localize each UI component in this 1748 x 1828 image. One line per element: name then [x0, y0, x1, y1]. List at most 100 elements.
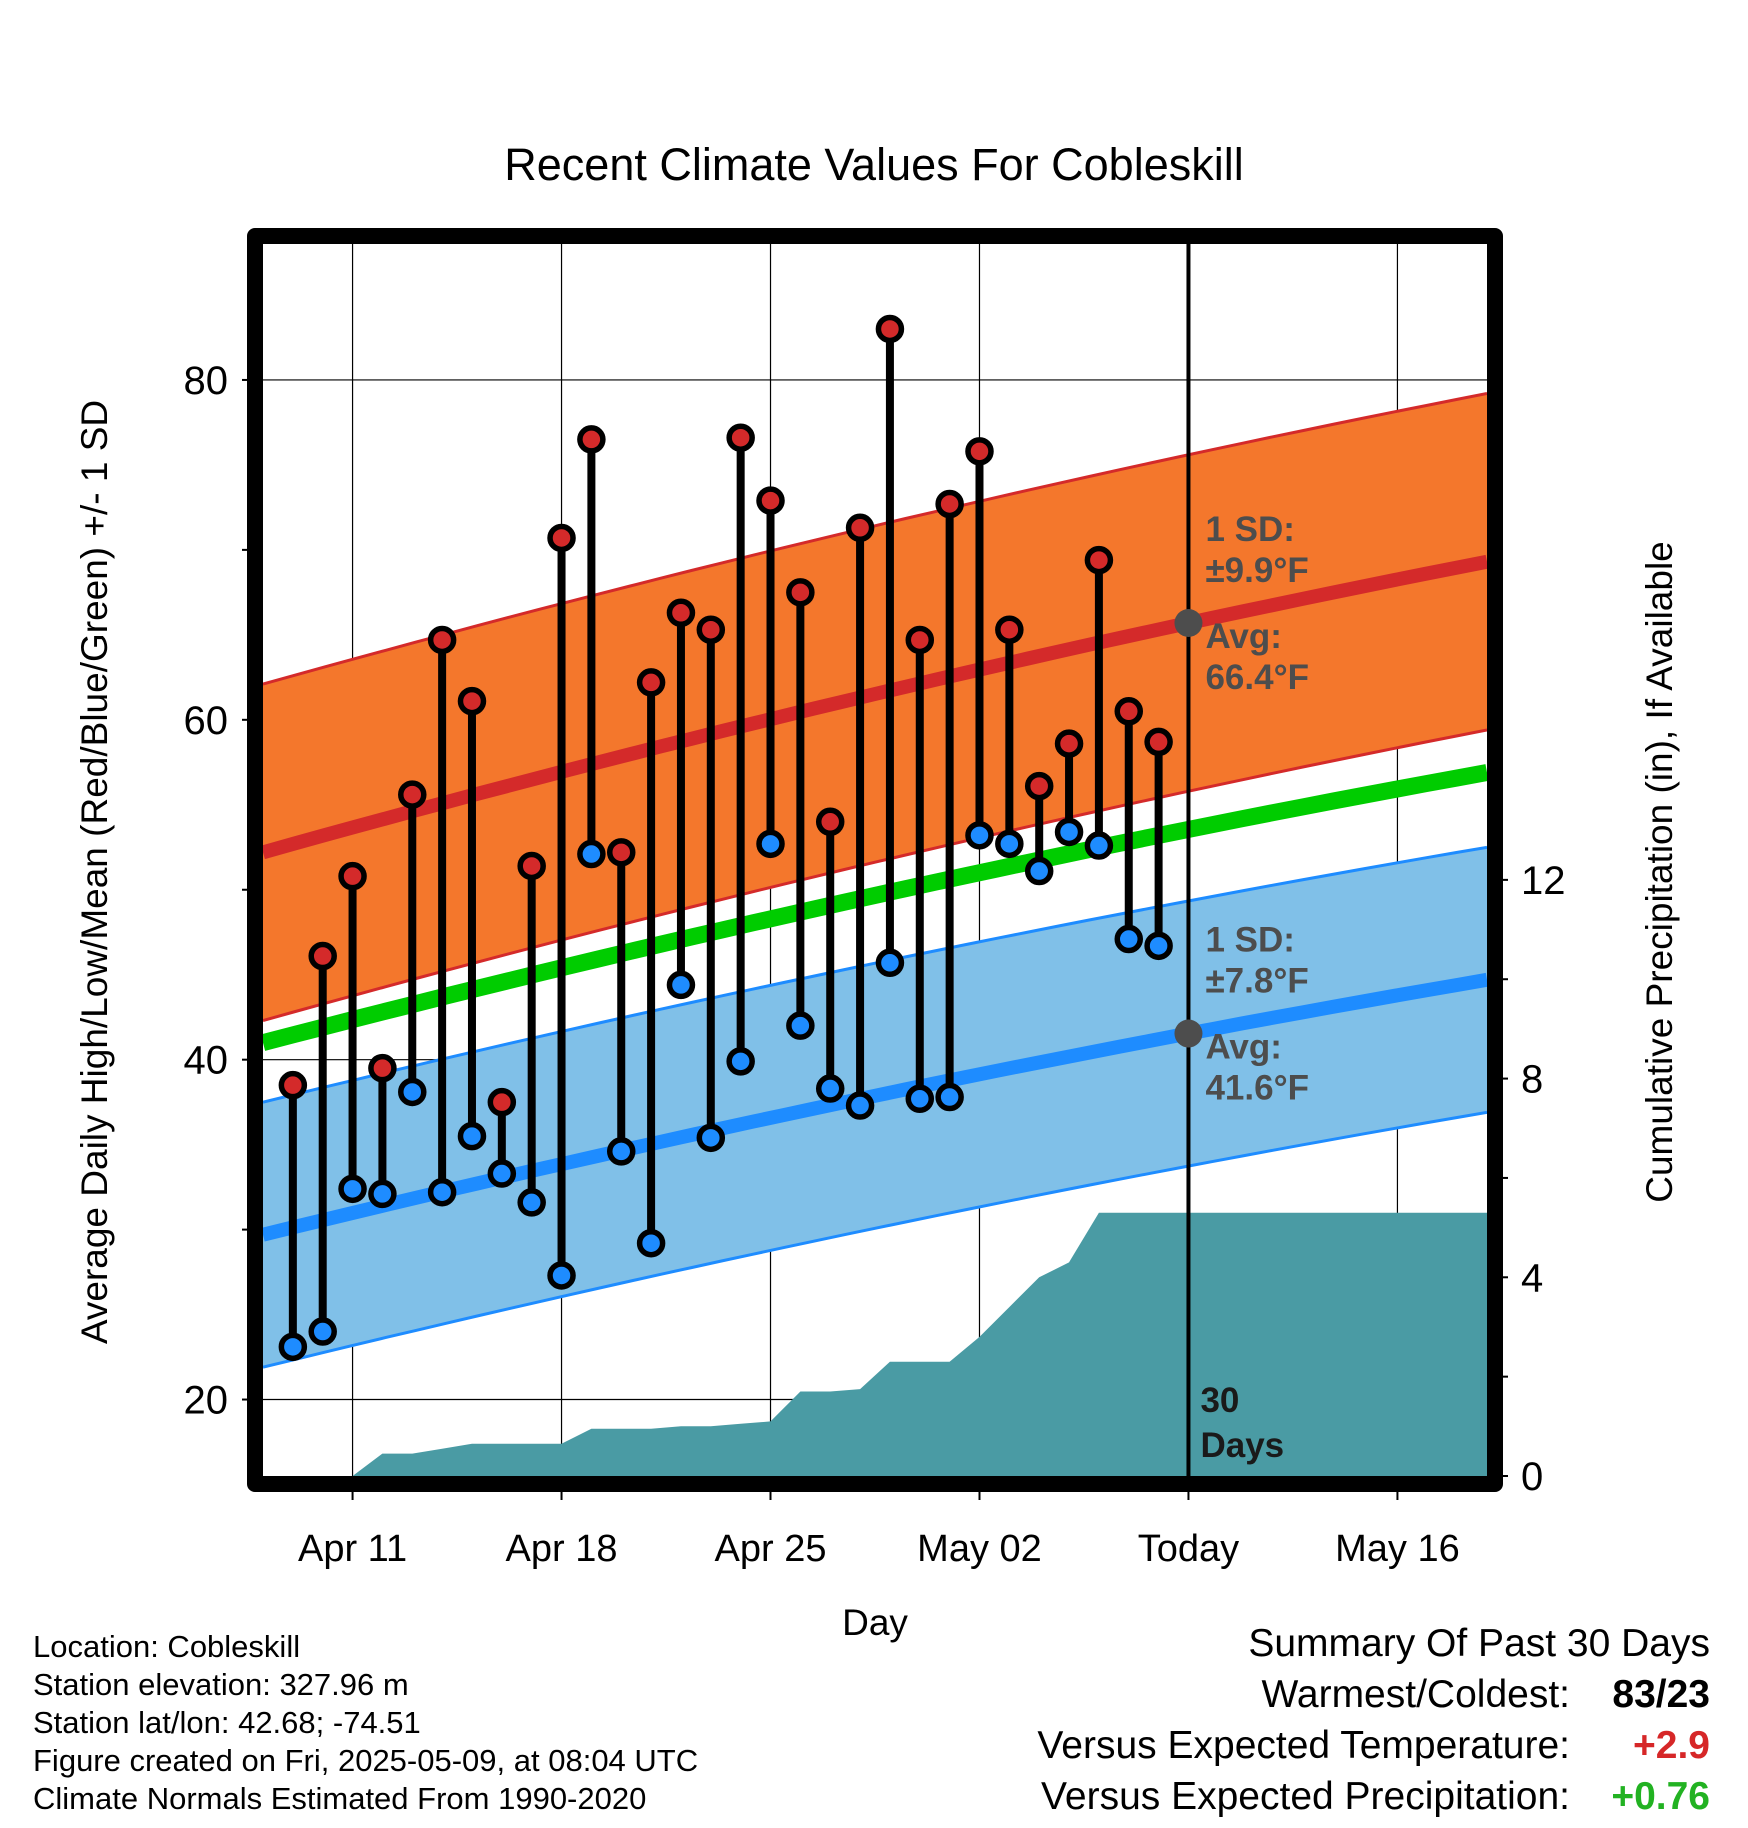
daily-low-point	[1024, 856, 1054, 886]
daily-low-point	[845, 1091, 875, 1120]
daily-low-point	[786, 1011, 815, 1040]
x-tick-label: Apr 25	[715, 1528, 827, 1570]
daily-high-point	[696, 615, 726, 644]
daily-low-point	[1144, 931, 1173, 961]
daily-high-point	[606, 838, 636, 867]
y-tick-label: 80	[184, 359, 229, 403]
daily-high-point	[726, 423, 755, 452]
summary-value: +0.76	[1611, 1775, 1710, 1818]
station-info: Location: Cobleskill Station elevation: …	[33, 1628, 698, 1818]
chart-title: Recent Climate Values For Cobleskill	[504, 139, 1243, 190]
daily-low-point	[965, 821, 994, 850]
plot-area	[263, 244, 1487, 1476]
daily-high-point	[1114, 697, 1144, 726]
precipitation-area	[263, 1212, 1487, 1476]
daily-high-point	[905, 625, 935, 655]
daily-low-point	[368, 1179, 397, 1209]
today-days-label: 30 Days	[1200, 1381, 1284, 1465]
daily-high-point	[1084, 545, 1114, 575]
daily-low-point	[547, 1261, 576, 1290]
daily-low-point	[1084, 831, 1114, 860]
normals-text: Climate Normals Estimated From 1990-2020	[33, 1781, 647, 1816]
daily-high-point	[875, 314, 905, 344]
daily-low-point	[815, 1074, 845, 1103]
daily-high-point	[577, 425, 606, 454]
daily-high-point	[547, 523, 576, 553]
y2-tick-label: 0	[1521, 1455, 1543, 1499]
daily-low-point	[308, 1317, 337, 1346]
summary-row: Versus Expected Precipitation: +0.76	[910, 1775, 1710, 1826]
elevation-text: Station elevation: 327.96 m	[33, 1667, 409, 1702]
created-text: Figure created on Fri, 2025-05-09, at 08…	[33, 1743, 699, 1778]
daily-high-point	[338, 861, 367, 891]
daily-low-point	[487, 1159, 517, 1188]
daily-low-point	[666, 970, 696, 1000]
x-tick-label: May 16	[1335, 1528, 1460, 1570]
plot-frame	[247, 228, 1503, 1492]
y2-axis-label: Cumulative Precipitation (in), If Availa…	[1639, 541, 1680, 1203]
daily-high-point	[815, 807, 845, 837]
y-axis-label: Average Daily High/Low/Mean (Red/Blue/Gr…	[74, 400, 115, 1344]
summary-label: Versus Expected Temperature:	[1037, 1724, 1570, 1767]
summary-value: 83/23	[1612, 1673, 1710, 1716]
summary-row: Versus Expected Temperature: +2.9	[910, 1724, 1710, 1775]
low-sd-band	[263, 847, 1487, 1368]
daily-high-point	[368, 1053, 397, 1083]
summary-label: Versus Expected Precipitation:	[1041, 1775, 1570, 1818]
y2-tick-label: 12	[1521, 859, 1566, 903]
plot-border	[247, 228, 1503, 1492]
daily-low-point	[338, 1174, 367, 1204]
daily-high-point	[756, 486, 785, 515]
daily-low-point	[905, 1084, 935, 1114]
mean-low-line	[263, 972, 1487, 1242]
daily-low-point	[696, 1123, 726, 1153]
daily-low-point	[606, 1137, 636, 1166]
daily-high-point	[995, 615, 1024, 644]
daily-low-point	[1054, 817, 1084, 847]
location-text: Location: Cobleskill	[33, 1629, 301, 1664]
daily-low-point	[517, 1188, 546, 1217]
daily-low-point	[427, 1177, 457, 1207]
daily-high-point	[965, 437, 994, 466]
daily-high-point	[666, 598, 696, 628]
daily-high-point	[1024, 771, 1054, 801]
x-tick-label: May 02	[917, 1528, 1042, 1570]
daily-high-point	[1144, 727, 1173, 757]
daily-low-point	[636, 1228, 666, 1258]
summary-value: +2.9	[1633, 1724, 1710, 1767]
y-tick-label: 40	[184, 1039, 229, 1083]
high-band-lower-edge	[263, 728, 1487, 1023]
high-avg-annotation: Avg: 66.4°F	[1205, 617, 1309, 697]
latlon-text: Station lat/lon: 42.68; -74.51	[33, 1705, 421, 1740]
high-sd-annotation: 1 SD: ±9.9°F	[1205, 510, 1308, 590]
daily-high-point	[457, 686, 487, 716]
summary-label: Warmest/Coldest:	[1261, 1673, 1570, 1716]
daily-low-point	[577, 839, 606, 869]
daily-high-point	[487, 1087, 517, 1117]
y2-tick-label: 4	[1521, 1256, 1543, 1300]
y2-tick-label: 8	[1521, 1058, 1543, 1102]
y-tick-label: 20	[184, 1379, 229, 1423]
x-tick-label: Today	[1138, 1528, 1239, 1570]
low-band-upper-edge	[263, 845, 1487, 1104]
today-layer: 1 SD: ±9.9°F Avg: 66.4°F 1 SD: ±7.8°F Avg: 41.6…	[1174, 244, 1309, 1476]
daily-low-point	[278, 1332, 308, 1362]
daily-high-point	[427, 625, 457, 655]
y-tick-label: 60	[184, 699, 229, 743]
daily-high-point	[398, 780, 427, 809]
x-axis-label: Day	[842, 1602, 908, 1643]
mean-high-line	[263, 554, 1487, 860]
x-tick-label: Apr 11	[298, 1528, 407, 1570]
axes: Apr 11 Apr 18 Apr 25 May 02 Today May 1620406…	[184, 359, 1566, 1570]
today-low-avg-marker	[1174, 1019, 1203, 1048]
daily-high-point	[935, 489, 964, 519]
summary-panel: Summary Of Past 30 Days Warmest/Coldest:…	[910, 1622, 1710, 1826]
daily-high-point	[786, 578, 815, 607]
daily-low-point	[995, 829, 1024, 859]
daily-high-point	[845, 513, 875, 543]
daily-low-point	[935, 1082, 964, 1112]
low-band-lower-edge	[263, 1110, 1487, 1369]
high-band-upper-edge	[263, 392, 1487, 686]
high-sd-band	[263, 393, 1487, 1021]
